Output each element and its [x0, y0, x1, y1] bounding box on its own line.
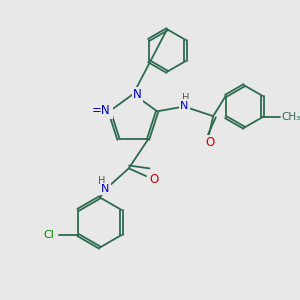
Text: N: N — [133, 88, 142, 101]
Text: O: O — [149, 172, 158, 185]
Text: N: N — [103, 105, 112, 118]
Text: =N: =N — [92, 104, 110, 117]
Text: N: N — [101, 184, 110, 194]
Text: H: H — [98, 176, 105, 186]
Text: O: O — [206, 136, 215, 149]
Text: Cl: Cl — [44, 230, 55, 240]
Text: N: N — [180, 100, 188, 110]
Text: CH₃: CH₃ — [282, 112, 300, 122]
Text: H: H — [182, 93, 190, 103]
